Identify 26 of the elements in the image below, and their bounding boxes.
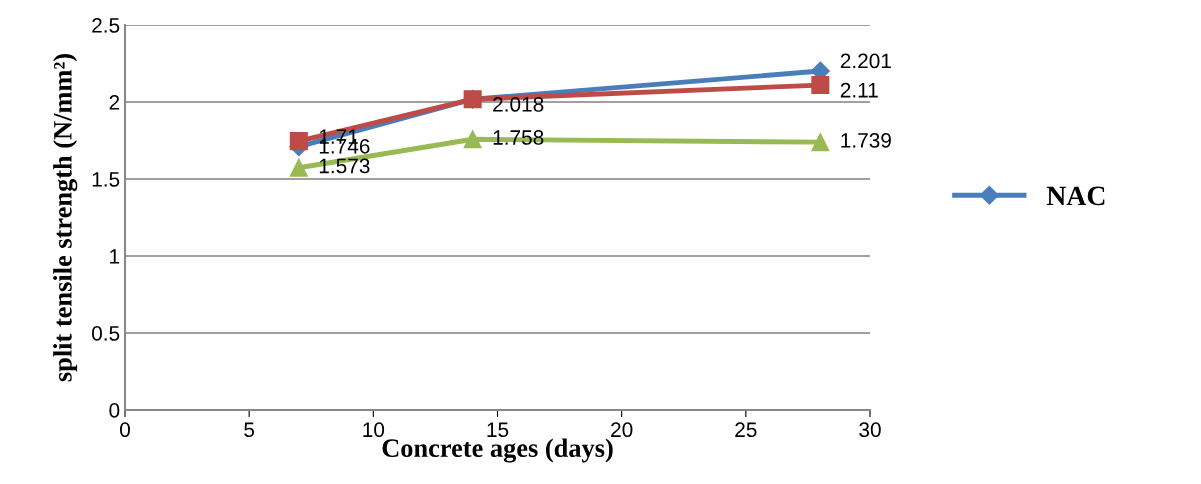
y-tick-label: 2 [109,95,120,110]
x-tick-label: 10 [363,422,385,438]
point [463,130,482,149]
data-label: 2.201 [840,53,891,69]
y-tick-label: 0 [109,403,120,418]
data-label: 2.018 [493,97,544,112]
x-tick-label: 25 [735,422,757,438]
data-label: 1.739 [841,133,891,148]
legend-label: NAC [1046,186,1105,206]
y-tick-label: 0.5 [91,326,120,341]
x-tick-label: 30 [859,422,881,438]
data-label: 2.11 [840,82,878,98]
x-axis-title: Concrete ages (days) [382,438,613,463]
data-label: 1.573 [319,158,370,174]
x-tick-label: 5 [244,422,255,438]
point [289,132,308,151]
y-tick-label: 1.5 [92,172,120,187]
point [289,158,308,177]
y-axis-title: split tensile strength (N/mm²) [53,54,78,382]
y-tick-label: 1 [110,249,120,264]
y-tick-label: 2.5 [92,18,120,33]
x-tick-label: 20 [611,422,633,438]
point [811,76,830,95]
x-tick-label: 0 [120,422,130,438]
point [811,133,830,152]
x-tick-label: 15 [487,422,509,438]
